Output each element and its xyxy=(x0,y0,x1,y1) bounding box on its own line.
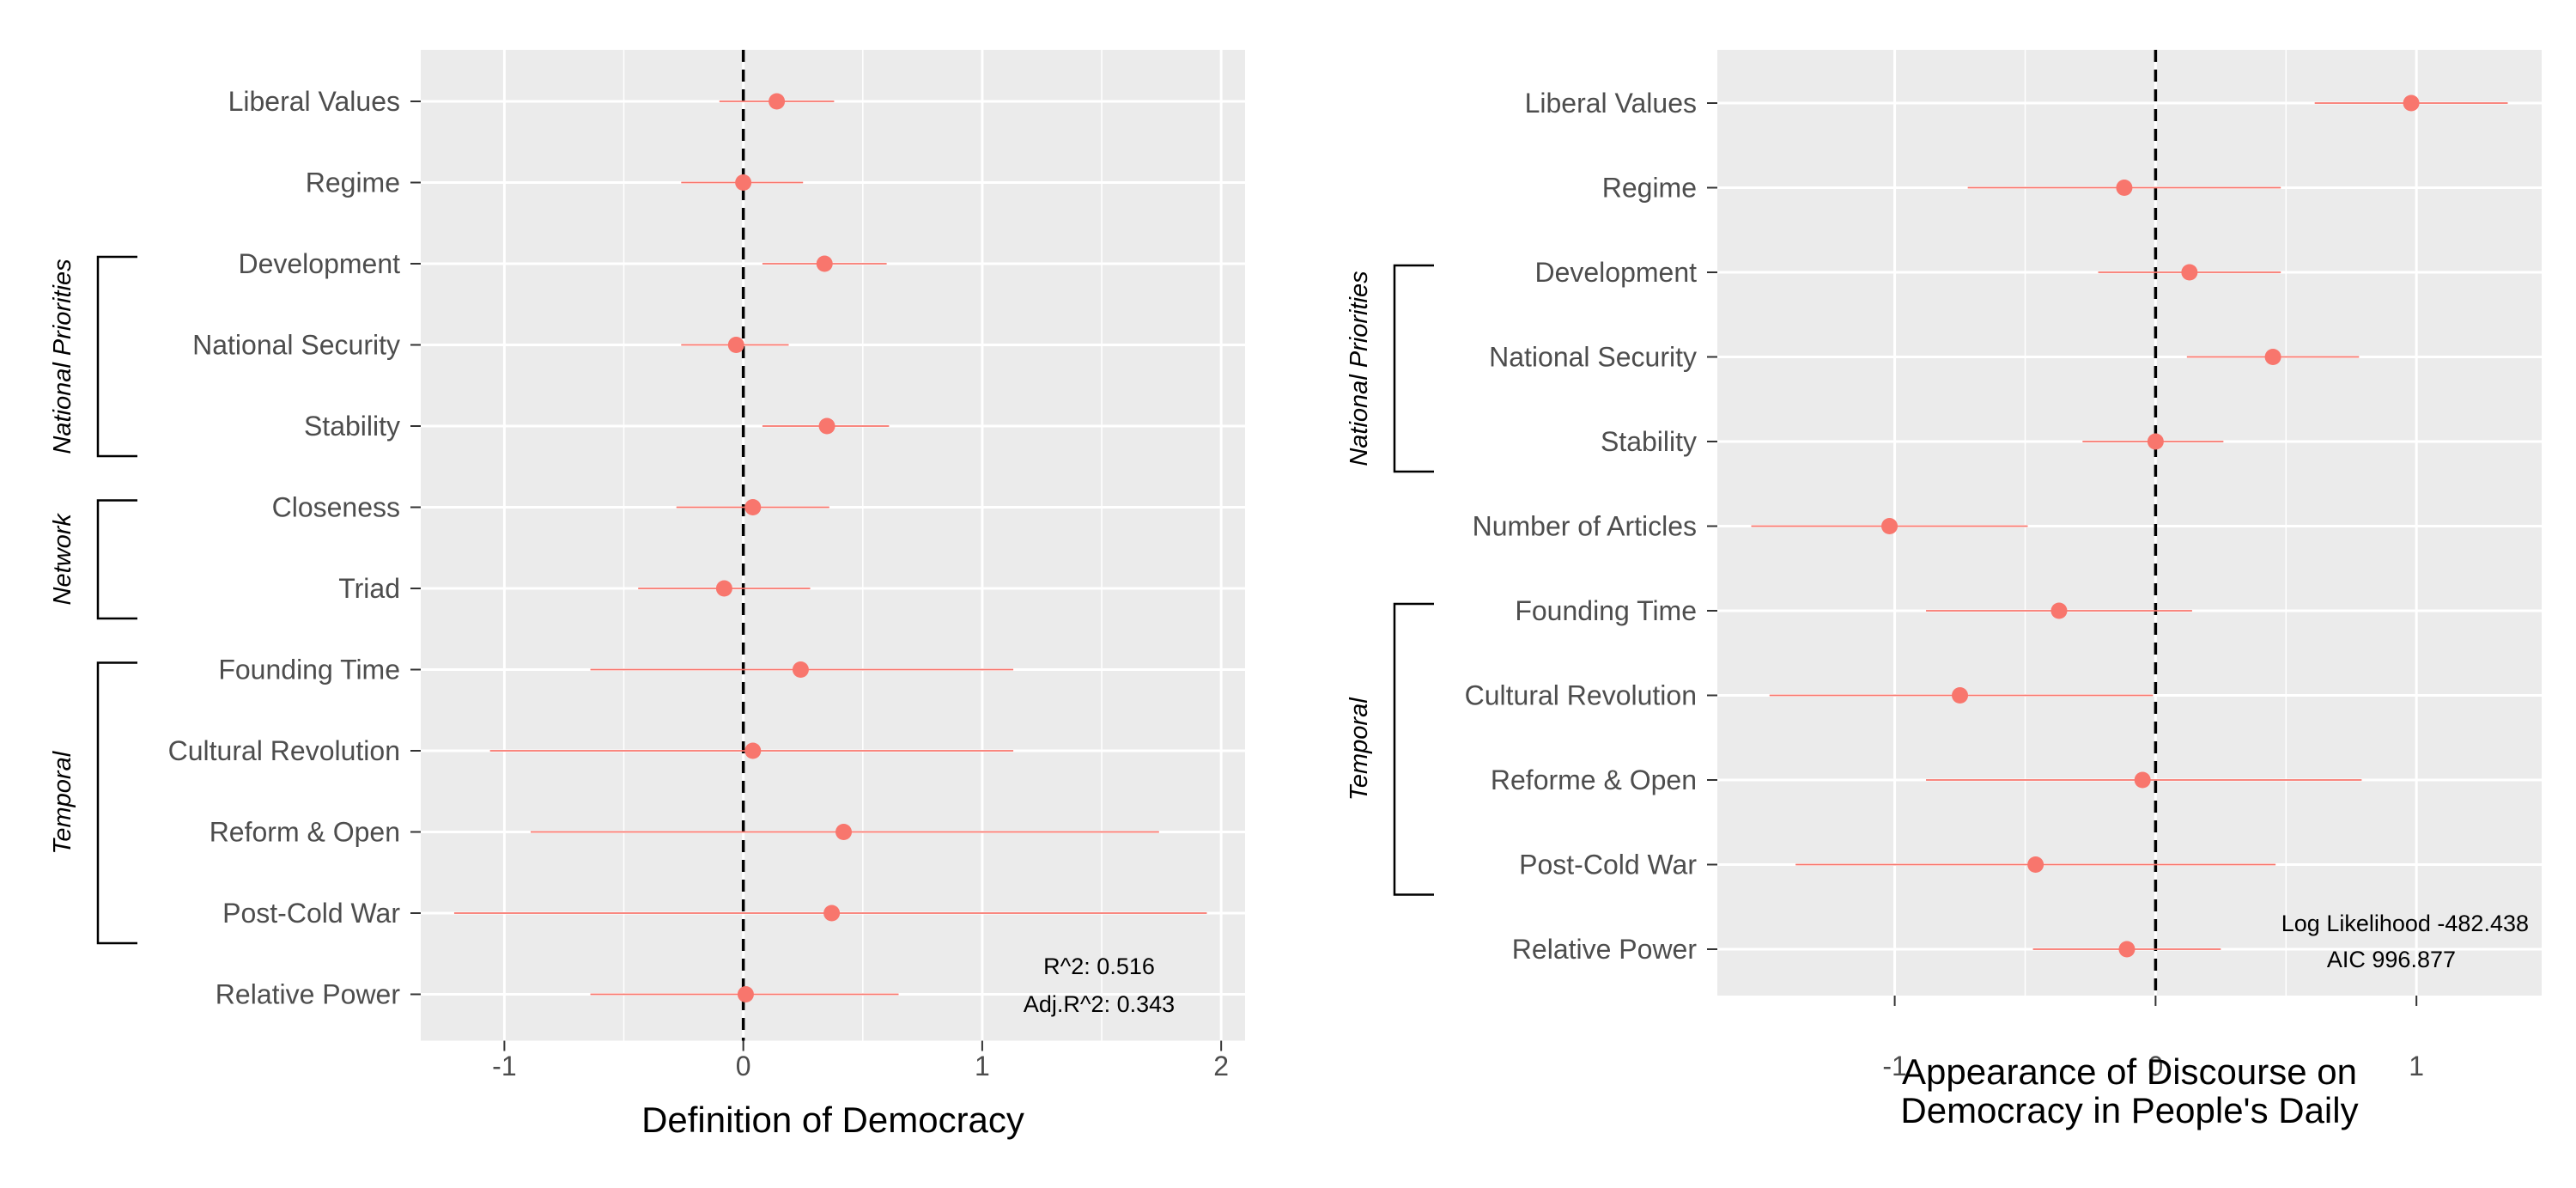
estimate-point xyxy=(769,93,786,110)
x-tick-label: 0 xyxy=(2148,1051,2163,1081)
y-tick-label: Development xyxy=(238,248,400,279)
estimate-point xyxy=(2181,264,2198,281)
x-axis-title: Definition of Democracy xyxy=(641,1100,1024,1140)
fit-statistic-annotation: Log Likelihood -482.438 xyxy=(2281,911,2529,936)
estimate-point xyxy=(2134,771,2151,789)
group-bracket xyxy=(1393,264,1434,473)
estimate-point xyxy=(2118,941,2136,958)
y-tick-label: Regime xyxy=(306,168,400,198)
estimate-point xyxy=(2116,180,2133,196)
estimate-point xyxy=(735,174,752,191)
group-label: National Priorities xyxy=(1346,271,1373,466)
estimate-point xyxy=(792,661,809,678)
estimate-point xyxy=(2264,349,2281,365)
group-label: National Priorities xyxy=(49,259,76,454)
y-tick-label: National Security xyxy=(192,330,400,361)
chart-panel-1: Liberal Values Regime Development National … xyxy=(49,50,1245,1140)
y-tick-label: Liberal Values xyxy=(228,86,400,117)
estimate-point xyxy=(823,905,841,922)
estimate-point xyxy=(1952,687,1969,704)
y-tick-label: Development xyxy=(1534,257,1697,288)
chart-panel-2: Liberal Values Regime Development National … xyxy=(1346,50,2542,1130)
fit-statistic-annotation: Adj.R^2: 0.343 xyxy=(1024,991,1175,1017)
group-label: Temporal xyxy=(1346,697,1373,801)
estimate-point xyxy=(2403,94,2420,112)
estimate-point xyxy=(744,742,762,759)
group-label: Temporal xyxy=(49,750,76,854)
plot-background xyxy=(421,50,1245,1041)
estimate-point xyxy=(727,337,744,353)
group-label: Network xyxy=(49,513,76,606)
x-tick-label: 1 xyxy=(975,1051,990,1081)
plot-background xyxy=(1717,50,2542,996)
fit-statistic-annotation: R^2: 0.516 xyxy=(1043,953,1155,979)
estimate-point xyxy=(744,499,762,515)
group-bracket xyxy=(96,661,137,945)
estimate-point xyxy=(818,417,835,435)
estimate-point xyxy=(2027,856,2044,873)
y-tick-label: Triad xyxy=(338,573,400,604)
x-tick-label: 0 xyxy=(736,1051,751,1081)
fit-statistic-annotation: AIC 996.877 xyxy=(2327,947,2456,972)
estimate-point xyxy=(715,580,732,597)
x-tick-label: 1 xyxy=(2409,1051,2424,1081)
group-bracket xyxy=(96,499,137,620)
y-tick-label: Cultural Revolution xyxy=(1465,680,1697,711)
group-bracket xyxy=(96,255,137,458)
y-tick-label: Stability xyxy=(304,411,400,442)
estimate-point xyxy=(737,986,754,1002)
y-tick-label: Number of Articles xyxy=(1473,511,1697,542)
y-tick-label: Founding Time xyxy=(1515,595,1697,626)
y-tick-label: Stability xyxy=(1601,426,1697,457)
y-tick-label: Post-Cold War xyxy=(1519,850,1697,880)
y-tick-label: Founding Time xyxy=(218,655,400,685)
y-tick-label: Post-Cold War xyxy=(222,898,400,929)
estimate-point xyxy=(816,255,833,272)
x-tick-label: 2 xyxy=(1213,1051,1229,1081)
x-axis-title: Democracy in People's Daily xyxy=(1900,1090,2358,1130)
y-tick-label: Relative Power xyxy=(216,979,401,1010)
estimate-point xyxy=(1881,518,1899,534)
estimate-point xyxy=(2050,602,2068,619)
y-tick-label: Closeness xyxy=(272,492,400,523)
y-tick-label: Liberal Values xyxy=(1525,88,1697,119)
x-tick-label: -1 xyxy=(1882,1051,1906,1081)
x-tick-label: -1 xyxy=(492,1051,516,1081)
estimate-point xyxy=(2147,433,2164,450)
estimate-point xyxy=(835,824,853,840)
y-tick-label: Reform & Open xyxy=(210,817,400,848)
group-bracket xyxy=(1393,602,1434,896)
y-tick-label: Cultural Revolution xyxy=(168,735,400,766)
x-axis-title: Appearance of Discourse on xyxy=(1902,1051,2357,1092)
y-tick-label: Reforme & Open xyxy=(1491,765,1697,795)
y-tick-label: Regime xyxy=(1602,173,1697,204)
y-tick-label: Relative Power xyxy=(1512,934,1698,965)
y-tick-label: National Security xyxy=(1489,342,1697,373)
